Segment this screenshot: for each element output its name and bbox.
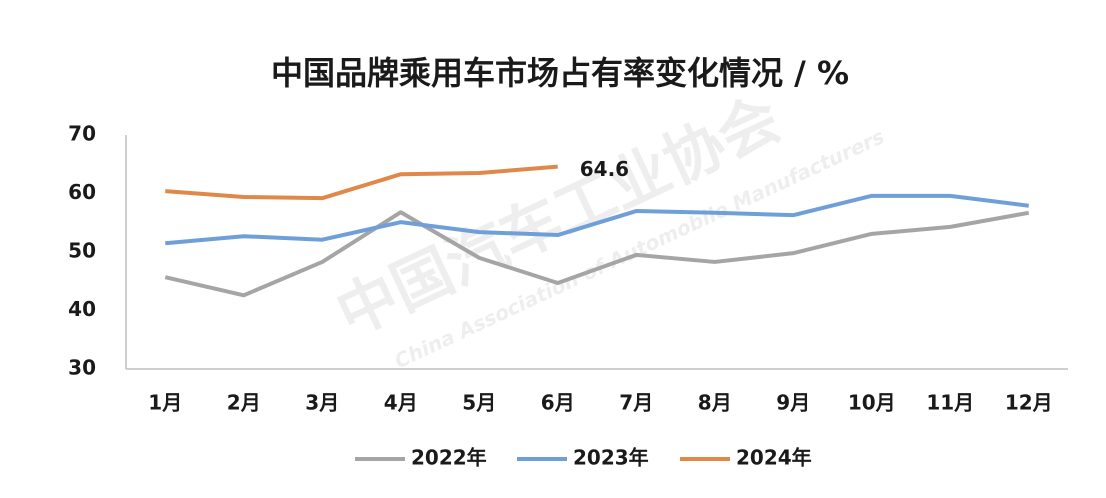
x-tick-label: 7月 <box>619 391 653 415</box>
y-tick-label: 70 <box>68 122 96 146</box>
x-tick-label: 1月 <box>148 391 182 415</box>
legend-label: 2024年 <box>736 446 812 470</box>
series-line <box>165 164 558 201</box>
x-tick-label: 3月 <box>305 391 339 415</box>
y-tick-label: 50 <box>68 239 96 263</box>
x-tick-label: 10月 <box>848 391 896 415</box>
series-line <box>164 210 1030 298</box>
x-tick-label: 2月 <box>227 391 261 415</box>
y-tick-label: 30 <box>68 356 96 380</box>
x-tick-label: 8月 <box>698 391 732 415</box>
series-line <box>165 193 1030 246</box>
chart-title: 中国品牌乘用车市场占有率变化情况 / % <box>271 54 849 92</box>
legend-label: 2023年 <box>573 446 649 470</box>
x-tick-label: 5月 <box>462 391 496 415</box>
x-tick-label: 9月 <box>776 391 810 415</box>
data-label: 64.6 <box>580 157 629 181</box>
x-tick-label: 12月 <box>1005 391 1053 415</box>
watermark: 中国汽车工业协会 China Association of Automobile… <box>326 84 888 373</box>
y-tick-label: 60 <box>68 180 96 204</box>
legend-label: 2022年 <box>411 446 487 470</box>
x-tick-label: 4月 <box>384 391 418 415</box>
y-tick-label: 40 <box>68 297 96 321</box>
x-tick-label: 6月 <box>541 391 575 415</box>
x-tick-label: 11月 <box>926 391 974 415</box>
